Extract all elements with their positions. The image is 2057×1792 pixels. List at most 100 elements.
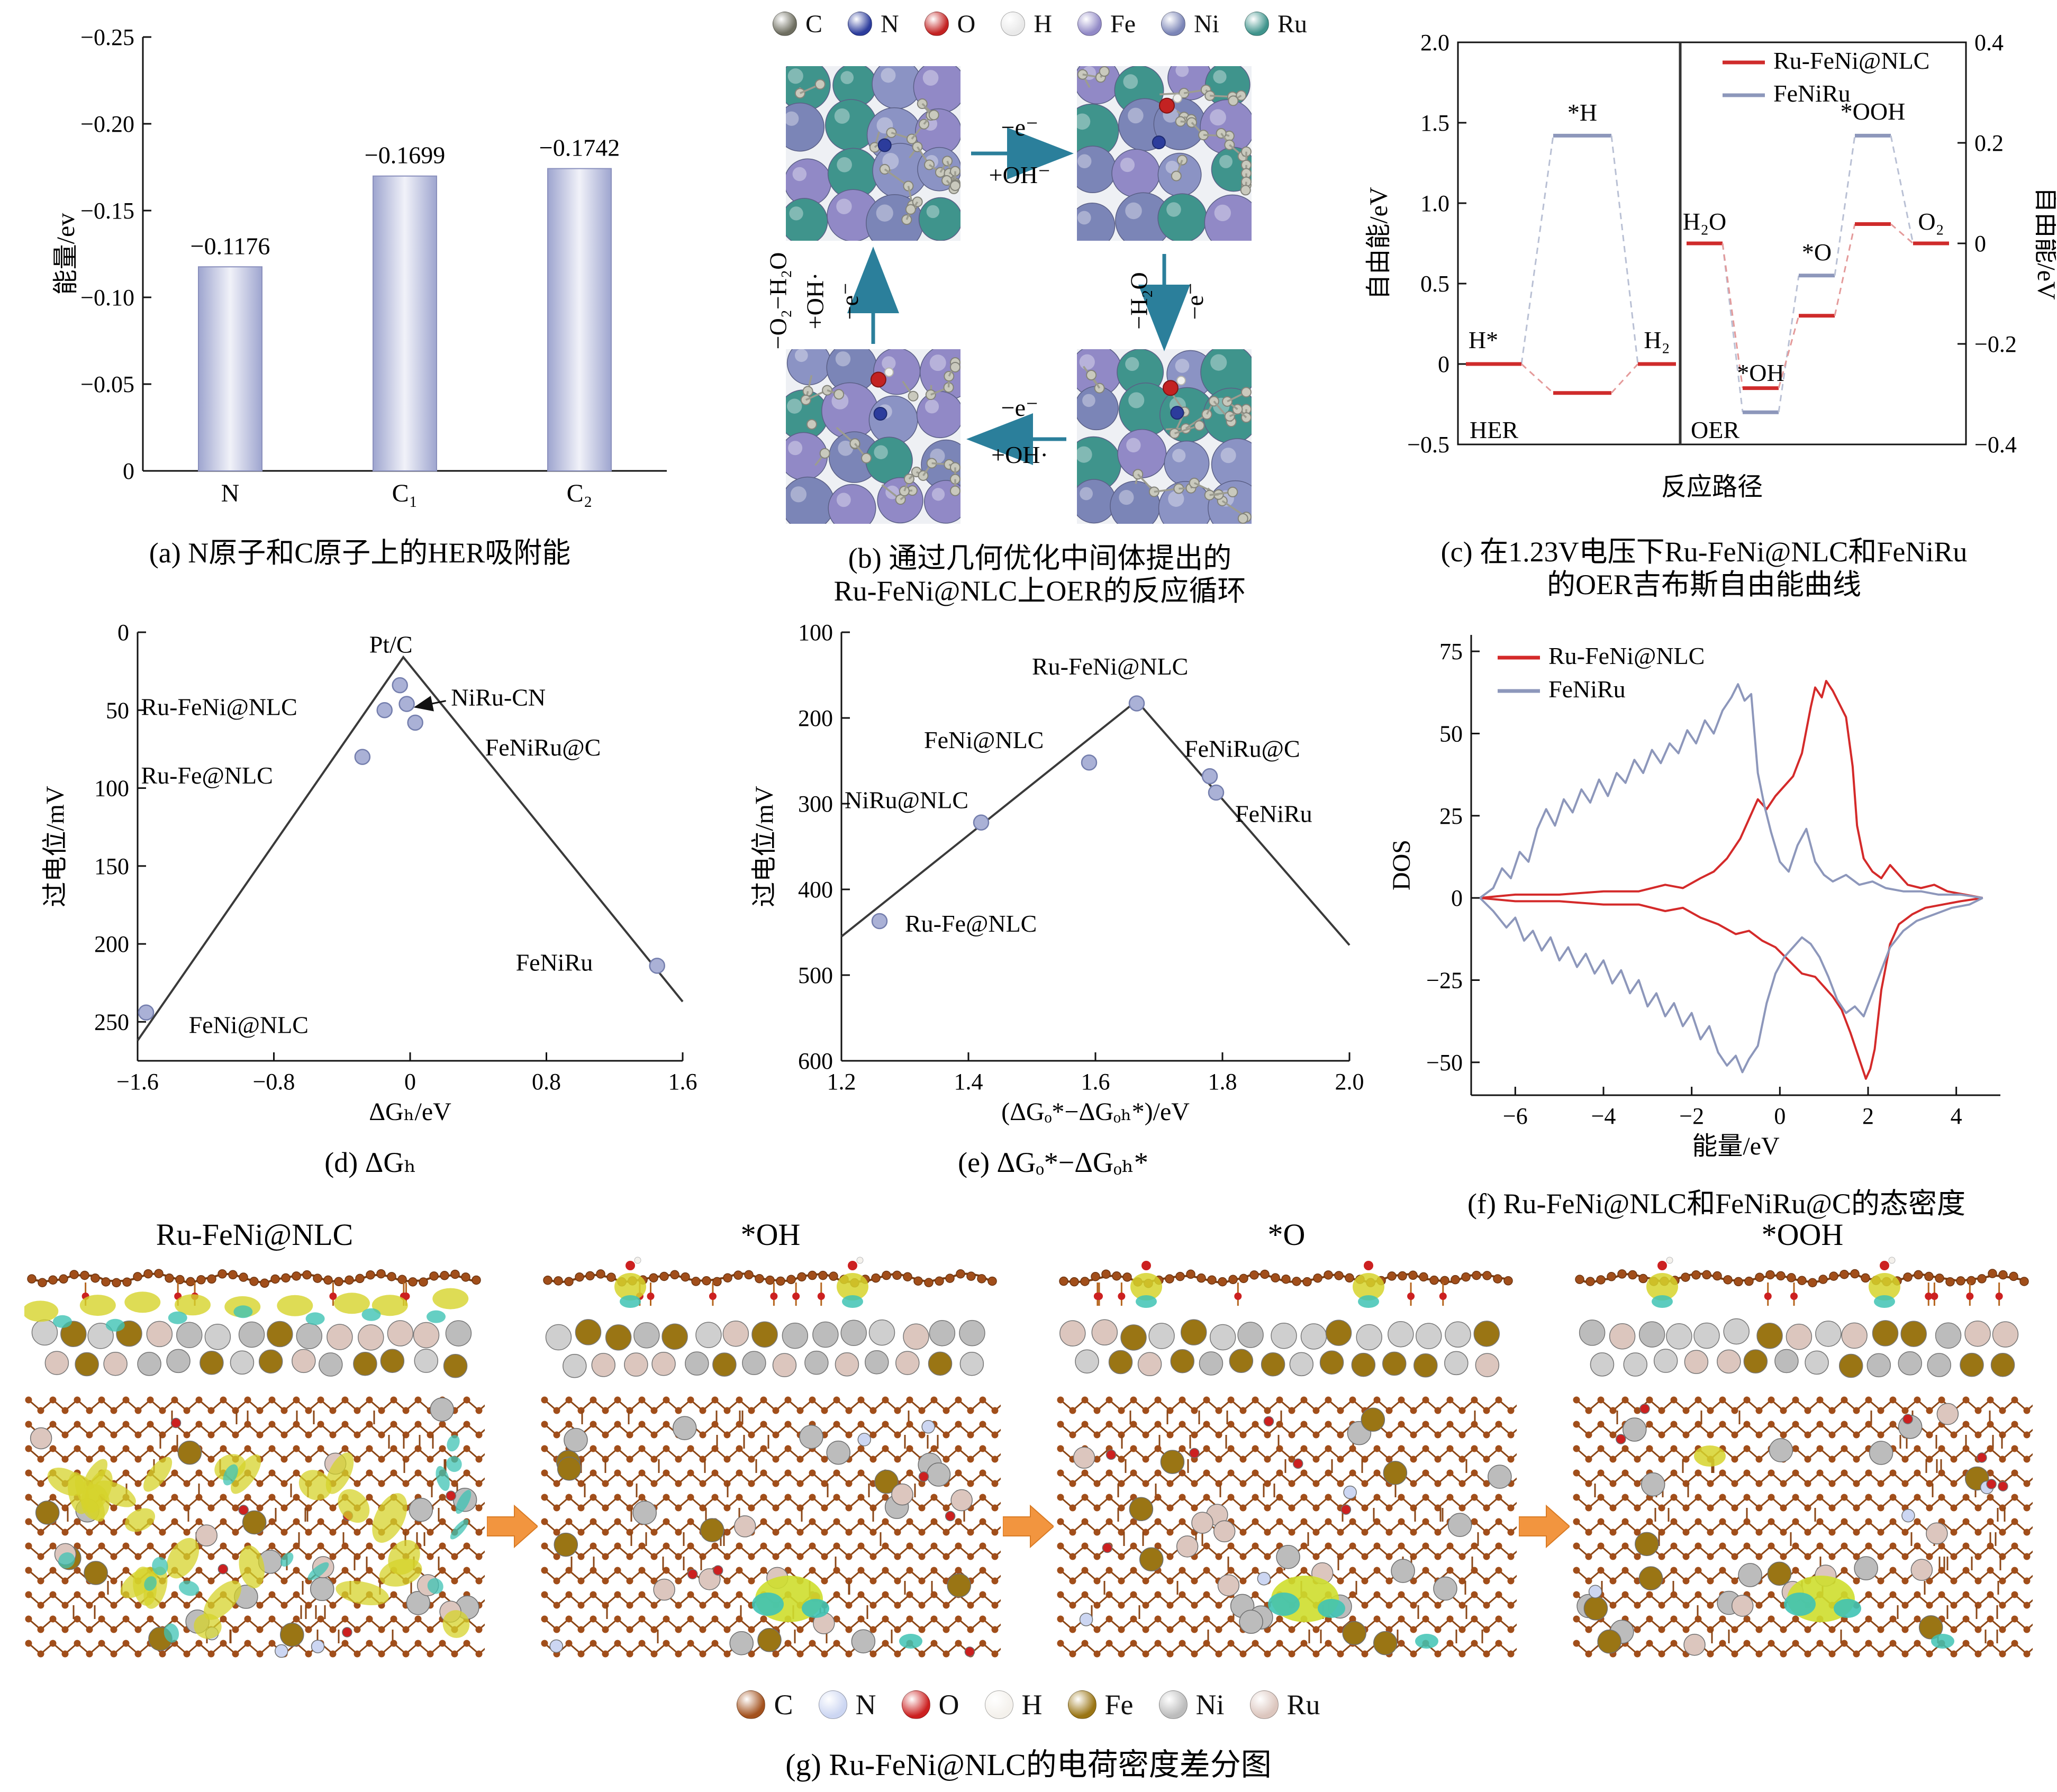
carbon-atom	[1105, 1469, 1113, 1477]
bar-C₁	[373, 175, 437, 471]
carbon-atom	[1203, 1542, 1210, 1550]
carbon-atom	[1300, 1469, 1308, 1477]
carbon-atom	[1924, 1271, 1934, 1281]
carbon-atom	[1105, 1567, 1113, 1574]
carbon-atom	[1507, 1431, 1515, 1439]
carbon-atom	[590, 1421, 597, 1428]
carbon-atom	[541, 1469, 548, 1477]
left-y-axis-label: 自由能/eV	[1365, 187, 1393, 300]
oxygen-atom	[1966, 1293, 1974, 1300]
carbon-atom	[1227, 1396, 1235, 1404]
carbon-atom	[577, 1480, 585, 1487]
carbon-atom	[1239, 1650, 1247, 1658]
carbon-atom	[305, 1602, 312, 1609]
carbon-atom	[451, 1650, 458, 1658]
carbon-atom	[1483, 1577, 1490, 1585]
carbon-atom	[1792, 1640, 1799, 1647]
carbon-atom	[1670, 1445, 1678, 1452]
carbon-atom	[1597, 1494, 1605, 1501]
carbon-atom	[1974, 1553, 1982, 1560]
carbon-atom	[1962, 1494, 1970, 1501]
carbon-atom	[626, 1456, 633, 1463]
carbon-atom	[122, 1396, 130, 1404]
connector	[1890, 135, 1914, 244]
charge-blob	[442, 1610, 470, 1638]
carbon-atom	[171, 1615, 178, 1623]
carbon-atom	[317, 1421, 324, 1428]
metal-atom	[1638, 1321, 1665, 1348]
carbon-atom	[1495, 1445, 1502, 1452]
carbon-atom	[1755, 1456, 1763, 1463]
carbon-atom	[1816, 1445, 1824, 1452]
carbon-atom	[1410, 1577, 1417, 1585]
carbon-atom	[991, 1456, 999, 1463]
carbon-atom	[329, 1431, 337, 1439]
carbon-atom	[1841, 1640, 1848, 1647]
carbon-atom	[663, 1518, 670, 1525]
carbon-atom	[1853, 1456, 1860, 1463]
carbon-atom	[1707, 1650, 1714, 1658]
highlight	[1077, 211, 1091, 225]
carbon-atom	[553, 1602, 560, 1609]
carbon-atom	[1422, 1542, 1429, 1550]
carbon-atom	[748, 1553, 755, 1560]
highlight	[837, 157, 852, 172]
highlight	[1125, 357, 1139, 371]
carbon-atom	[1792, 1567, 1799, 1574]
carbon-atom	[1621, 1542, 1629, 1550]
carbon-atom	[772, 1650, 780, 1658]
carbon-atom	[1901, 1407, 1909, 1414]
carbon-atom	[378, 1456, 385, 1463]
carbon-atom	[760, 1421, 767, 1428]
carbon-atom	[1300, 1445, 1308, 1452]
carbon-atom	[1434, 1407, 1442, 1414]
carbon-atom	[1877, 1626, 1884, 1633]
carbon-atom	[760, 1542, 767, 1550]
carbon-atom	[268, 1615, 276, 1623]
metal-atom	[742, 1351, 766, 1375]
carbon-atom	[1634, 1553, 1641, 1560]
carbon-atom	[650, 1626, 658, 1633]
carbon-atom	[1252, 1518, 1259, 1525]
carbon-atom	[1276, 1567, 1283, 1574]
carbon-atom	[918, 1626, 926, 1633]
carbon-atom	[1373, 1494, 1381, 1501]
carbon-atom	[1105, 1640, 1113, 1647]
iron-atom	[874, 1469, 899, 1494]
carbon-atom	[61, 1529, 69, 1536]
caption-c-line1: (c) 在1.23V电压下Ru-FeNi@NLC和FeNiRu	[1440, 536, 1968, 568]
x-tick-label: 2.0	[1335, 1069, 1364, 1095]
carbon-atom	[1670, 1469, 1678, 1477]
charge-blob	[802, 1599, 829, 1618]
carbon-atom	[147, 1421, 154, 1428]
carbon-atom	[1926, 1577, 1933, 1585]
carbon-atom	[1422, 1567, 1429, 1574]
charge-blob	[178, 1580, 200, 1596]
carbon-atom	[845, 1626, 853, 1633]
carbon-atom	[1495, 1640, 1502, 1647]
metal-atom	[1325, 1320, 1352, 1346]
charge-blob	[120, 1567, 158, 1598]
carbon-atom	[1398, 1518, 1405, 1525]
caption-b-line2: Ru-FeNi@NLC上OER的反应循环	[833, 575, 1246, 607]
highlight	[1080, 487, 1093, 501]
g-title-2: *OH	[740, 1217, 801, 1252]
carbon-atom	[1458, 1577, 1466, 1585]
carbon-atom	[2011, 1421, 2018, 1428]
carbon-atom	[256, 1407, 264, 1414]
carbon-atom	[354, 1529, 361, 1536]
carbon-atom	[134, 1650, 142, 1658]
x-category-label: C₁	[392, 479, 418, 507]
carbon-atom	[979, 1396, 986, 1404]
carbon-atom	[1495, 1421, 1502, 1428]
left-tick-label: 1.5	[1420, 110, 1449, 136]
carbon-atom	[882, 1396, 889, 1404]
carbon-atom	[1385, 1553, 1393, 1560]
carbon-atom	[772, 1529, 780, 1536]
carbon-atom	[1166, 1431, 1174, 1439]
carbon-atom	[687, 1615, 694, 1623]
carbon-atom	[930, 1567, 938, 1574]
carbon-atom	[171, 1494, 178, 1501]
carbon-atom	[638, 1640, 646, 1647]
carbon-atom	[1252, 1445, 1259, 1452]
